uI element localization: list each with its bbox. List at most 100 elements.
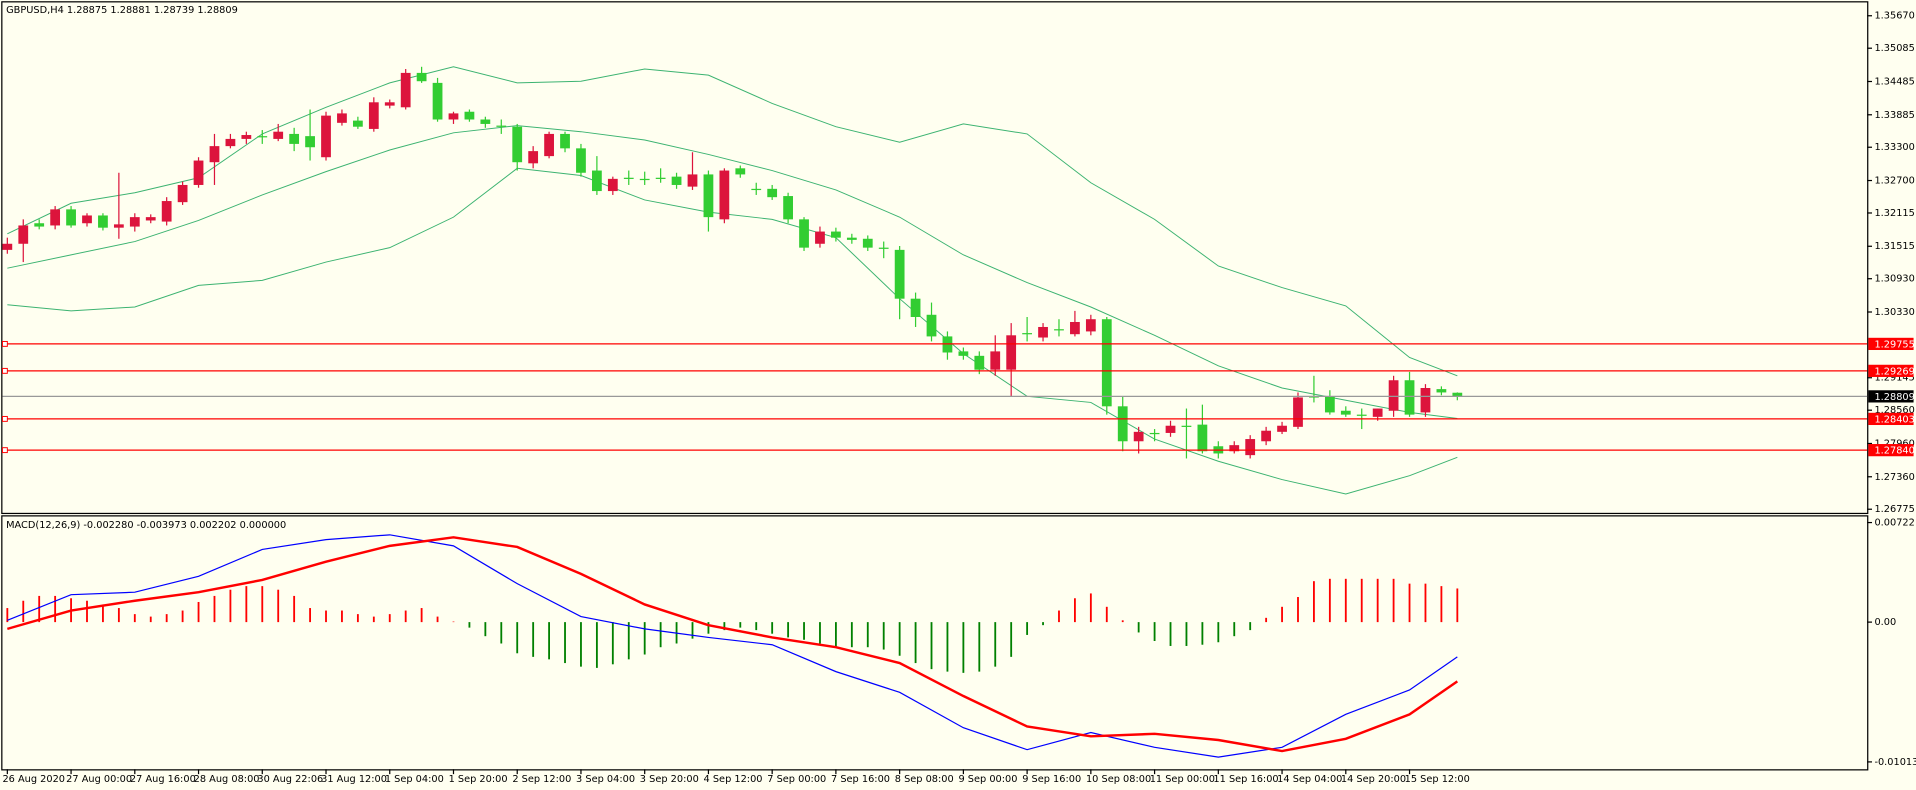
candle-body (496, 125, 507, 127)
y-tick-label: 0.00 (1874, 617, 1896, 628)
candle-body (1388, 380, 1399, 411)
x-tick-label: 27 Aug 00:00 (66, 774, 132, 785)
level-label: 1.28809 (1874, 392, 1914, 403)
level-marker (1, 415, 8, 422)
y-tick-label: 1.34485 (1874, 76, 1914, 87)
candle-body (432, 82, 443, 120)
candle-body (1245, 439, 1256, 456)
candle-body (958, 351, 969, 356)
level-marker (1, 447, 8, 454)
candle-body (161, 201, 172, 222)
bollinger-band (7, 66, 1458, 377)
candle-body (1117, 406, 1128, 442)
candle-body (623, 177, 634, 179)
level-label: 1.29269 (1874, 366, 1914, 377)
candle-body (193, 160, 204, 185)
level-marker (1, 340, 8, 347)
candle-body (592, 170, 602, 192)
y-tick-label: 1.30330 (1874, 307, 1914, 318)
x-tick-label: 11 Sep 00:00 (1150, 774, 1215, 785)
macd-panel-frame (1, 515, 1869, 771)
candle-body (2, 243, 13, 250)
y-tick-label: 0.00722 (1874, 518, 1914, 529)
candle-body (480, 119, 491, 124)
candle-body (113, 224, 124, 228)
candle-body (544, 133, 554, 157)
candle-body (974, 355, 985, 370)
candle-body (145, 217, 156, 221)
x-tick-label: 7 Sep 16:00 (831, 774, 890, 785)
candle-body (1261, 430, 1272, 442)
x-tick-label: 1 Sep 04:00 (385, 774, 444, 785)
candle-body (560, 133, 570, 149)
candle-body (305, 136, 315, 148)
candle-body (735, 168, 746, 175)
y-tick-label: -0.010138 (1874, 757, 1916, 768)
candle-body (1452, 392, 1463, 397)
candle-body (1420, 388, 1431, 413)
y-tick-label: 1.27960 (1874, 438, 1914, 449)
candle-body (82, 215, 92, 224)
candle-body (528, 151, 539, 164)
candle-body (831, 231, 841, 238)
candle-body (1181, 425, 1192, 427)
candle-body (1038, 326, 1048, 338)
candle-body (384, 102, 395, 106)
level-marker (1, 367, 8, 374)
candle-body (910, 298, 921, 317)
candle-body (878, 247, 889, 249)
candle-body (894, 249, 905, 299)
candle-body (799, 219, 809, 248)
candle-body (66, 209, 76, 226)
x-tick-label: 15 Sep 12:00 (1405, 774, 1470, 785)
y-tick-label: 1.35670 (1874, 11, 1914, 22)
candle-body (1372, 408, 1383, 417)
level-label: 1.27840 (1874, 446, 1914, 457)
y-tick-label: 1.27360 (1874, 472, 1914, 483)
candle-body (225, 138, 236, 147)
bollinger-band (7, 167, 1458, 495)
y-tick-label: 1.29145 (1874, 373, 1914, 384)
x-tick-label: 28 Aug 08:00 (194, 774, 260, 785)
candle-body (815, 231, 825, 244)
candle-body (289, 133, 300, 144)
y-tick-label: 1.33885 (1874, 110, 1914, 121)
candle-body (639, 178, 650, 181)
candle-body (990, 351, 1001, 370)
candle-body (1101, 319, 1112, 407)
level-label-box (1868, 337, 1914, 351)
candle-body (241, 135, 252, 139)
candle-body (1436, 389, 1447, 393)
candle-body (464, 111, 475, 120)
x-tick-label: 3 Sep 20:00 (640, 774, 699, 785)
x-tick-label: 9 Sep 16:00 (1022, 774, 1081, 785)
candle-body (576, 148, 586, 173)
price-title: GBPUSD,H4 1.28875 1.28881 1.28739 1.2880… (6, 5, 238, 16)
x-tick-label: 30 Aug 22:06 (257, 774, 323, 785)
candle-body (1054, 329, 1064, 331)
candle-body (1085, 319, 1096, 332)
candle-body (177, 184, 188, 203)
macd-line (7, 534, 1458, 758)
candle-body (18, 225, 29, 244)
x-tick-label: 4 Sep 12:00 (704, 774, 763, 785)
y-tick-label: 1.35085 (1874, 43, 1914, 54)
candle-body (719, 170, 730, 220)
candle-body (257, 136, 268, 138)
candle-body (337, 113, 347, 123)
candle-body (400, 72, 411, 108)
x-tick-label: 14 Sep 20:00 (1341, 774, 1406, 785)
candle-body (671, 176, 682, 185)
candle-body (1165, 425, 1176, 433)
candle-body (751, 188, 762, 191)
candle-body (512, 126, 523, 163)
x-tick-label: 7 Sep 00:00 (767, 774, 826, 785)
candle-body (273, 131, 284, 139)
candle-body (1022, 333, 1033, 335)
macd-line (6, 536, 1459, 753)
candle-body (846, 237, 857, 240)
level-label-box (1868, 444, 1914, 457)
x-tick-label: 26 Aug 2020 (2, 774, 65, 785)
